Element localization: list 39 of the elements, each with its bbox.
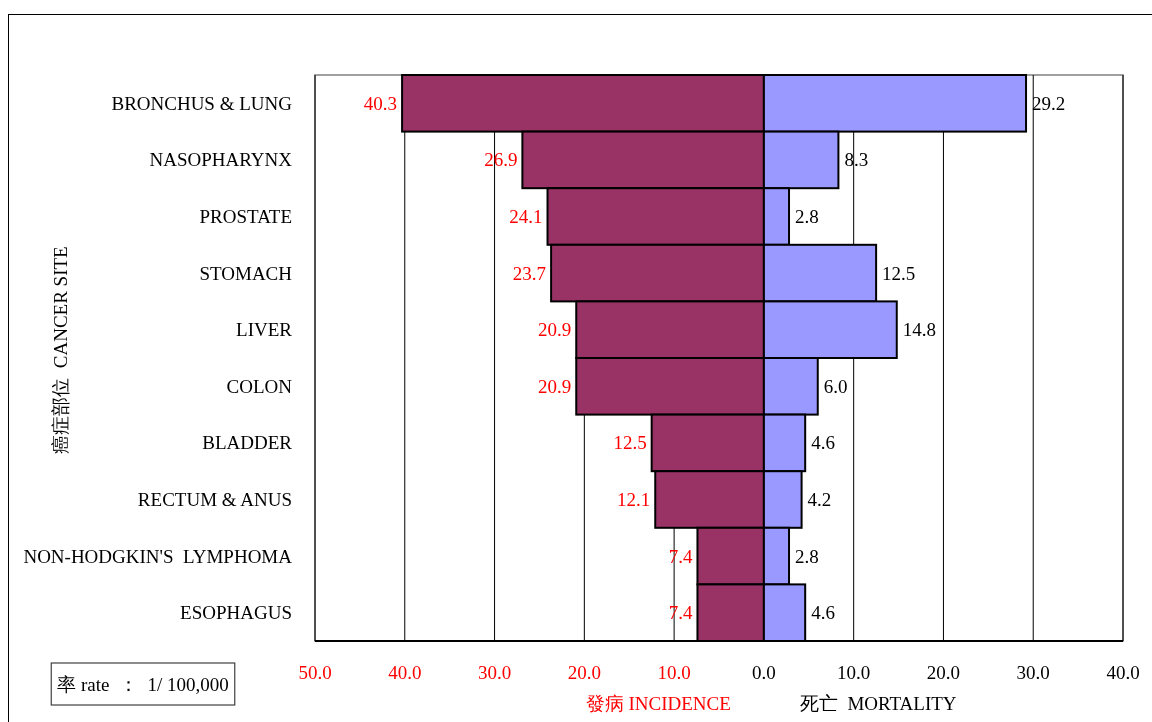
x-tick-label: 40.0 [388, 661, 422, 683]
x-tick-label: 30.0 [1016, 661, 1050, 683]
data-label: 12.5 [613, 432, 647, 454]
data-label: 20.9 [538, 319, 572, 341]
category-label: RECTUM & ANUS [137, 489, 292, 510]
data-label: 4.6 [811, 602, 835, 624]
data-label: 40.3 [363, 92, 398, 114]
data-label: 14.8 [902, 319, 936, 341]
x-axis-title: 發病 INCIDENCE [585, 692, 731, 714]
category-label: BRONCHUS & LUNG [111, 92, 292, 114]
category-label: ESOPHAGUS [180, 602, 292, 624]
category-label: BLADDER [202, 432, 292, 454]
category-label: PROSTATE [199, 206, 292, 227]
x-tick-label: 40.0 [1106, 661, 1140, 683]
data-label: 2.8 [795, 545, 819, 567]
category-label: NASOPHARYNX [149, 149, 292, 171]
data-label: 4.2 [807, 489, 832, 510]
data-label: 6.0 [823, 375, 848, 397]
category-label: LIVER [236, 319, 292, 341]
x-tick-label: 10.0 [837, 661, 871, 683]
x-tick-label: 50.0 [298, 661, 332, 683]
x-tick-label: 10.0 [657, 661, 691, 683]
category-label: STOMACH [199, 262, 292, 284]
y-axis-title: 癌症部位 CANCER SITE [49, 246, 71, 454]
data-label: 23.7 [512, 262, 547, 284]
category-label: COLON [226, 375, 292, 397]
category-label: NON-HODGKIN'S LYMPHOMA [23, 545, 292, 567]
annotation: 率 rate ： 1/ 100,000 [57, 673, 229, 695]
data-label: 24.1 [509, 206, 543, 227]
data-label: 12.1 [617, 489, 651, 510]
data-label: 12.5 [882, 262, 916, 284]
data-label: 4.6 [811, 432, 835, 454]
x-tick-label: 20.0 [926, 661, 961, 683]
x-tick-label: 30.0 [477, 661, 512, 683]
data-label: 2.8 [795, 206, 819, 227]
x-tick-label: 0.0 [752, 661, 776, 683]
x-tick-label: 20.0 [567, 661, 601, 683]
data-label: 20.9 [538, 375, 572, 397]
x-axis-title: 死亡 MORTALITY [799, 692, 957, 714]
